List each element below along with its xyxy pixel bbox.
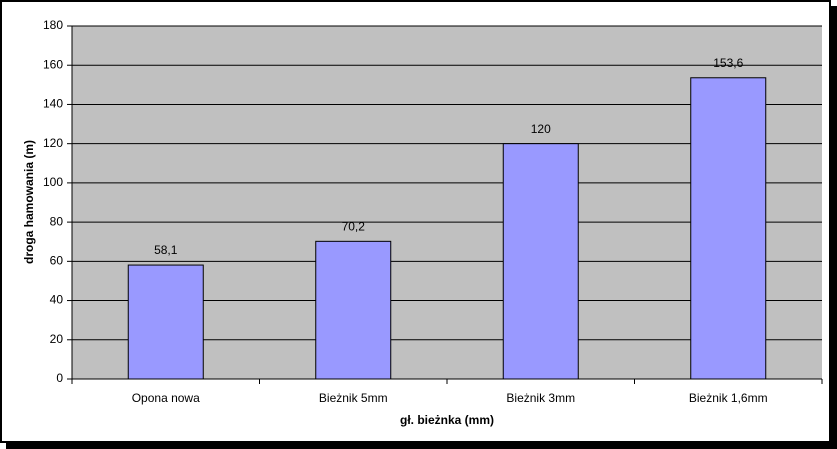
bar: [127, 264, 204, 380]
y-tick-label: 0: [56, 371, 63, 385]
y-tick-label: 160: [43, 57, 63, 71]
x-axis-title: gł. bieżnka (mm): [400, 413, 494, 427]
data-label: 120: [531, 122, 551, 136]
y-tick-label: 120: [43, 136, 63, 150]
y-axis-title: droga hamowania (m): [22, 140, 36, 264]
y-tick-label: 20: [50, 332, 64, 346]
y-tick-label: 60: [50, 254, 64, 268]
bar: [315, 240, 392, 380]
data-label: 70,2: [342, 220, 366, 234]
y-tick-label: 80: [50, 214, 64, 228]
bar: [690, 77, 767, 380]
y-tick-label: 180: [43, 18, 63, 32]
y-tick-label: 40: [50, 293, 64, 307]
x-tick-label: Bieżnik 5mm: [319, 391, 388, 405]
y-tick-label: 140: [43, 97, 63, 111]
bar: [502, 143, 579, 380]
y-tick-label: 100: [43, 175, 63, 189]
x-tick-label: Opona nowa: [132, 391, 200, 405]
data-label: 153,6: [713, 56, 743, 70]
x-tick-label: Bieżnik 1,6mm: [689, 391, 768, 405]
data-label: 58,1: [154, 243, 178, 257]
x-tick-label: Bieżnik 3mm: [506, 391, 575, 405]
